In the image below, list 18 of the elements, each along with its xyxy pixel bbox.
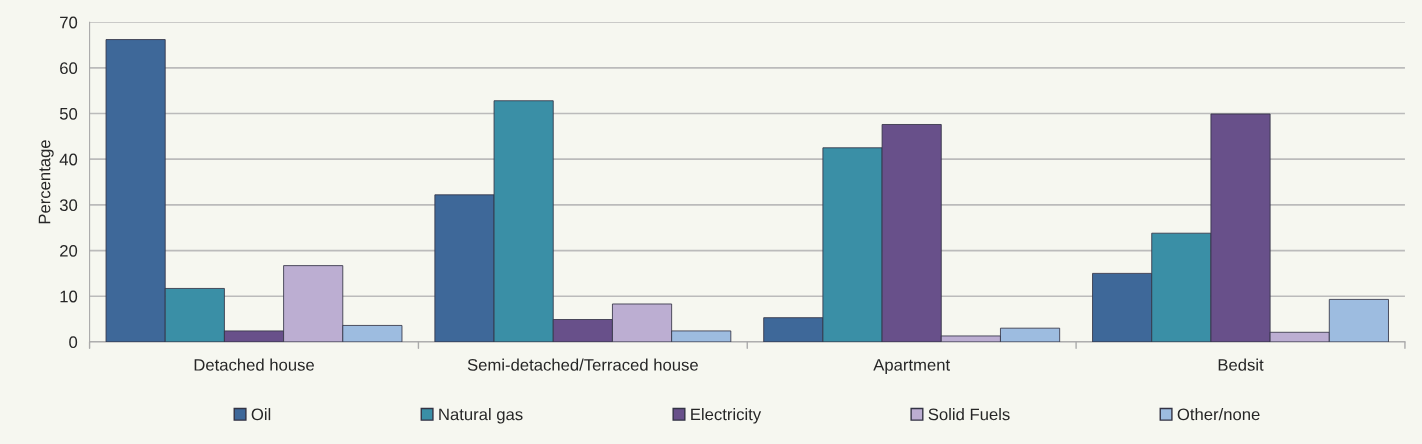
legend-label: Oil (251, 408, 271, 421)
y-tick-label: 20 (60, 244, 78, 257)
x-tick-label: Apartment (873, 359, 950, 375)
y-tick-label: 40 (59, 153, 78, 166)
y-tick-label: 50 (59, 107, 78, 120)
y-tick-label: 10 (60, 290, 78, 303)
legend-label: Other/none (1177, 408, 1260, 421)
x-tick-label: Detached house (194, 358, 314, 371)
legend-label: Natural gas (439, 408, 523, 424)
y-axis-title: Percentage (38, 140, 54, 224)
y-tick-label: 30 (59, 199, 78, 212)
legend-label: Solid Fuels (928, 408, 1010, 421)
y-tick-label: 60 (60, 62, 78, 75)
x-tick-label: Bedsit (1218, 358, 1264, 371)
y-tick-label: 70 (60, 16, 78, 29)
x-tick-label: Semi-detached/Terraced house (467, 358, 698, 371)
legend-label: Electricity (691, 408, 762, 424)
y-tick-label: 0 (69, 336, 78, 349)
